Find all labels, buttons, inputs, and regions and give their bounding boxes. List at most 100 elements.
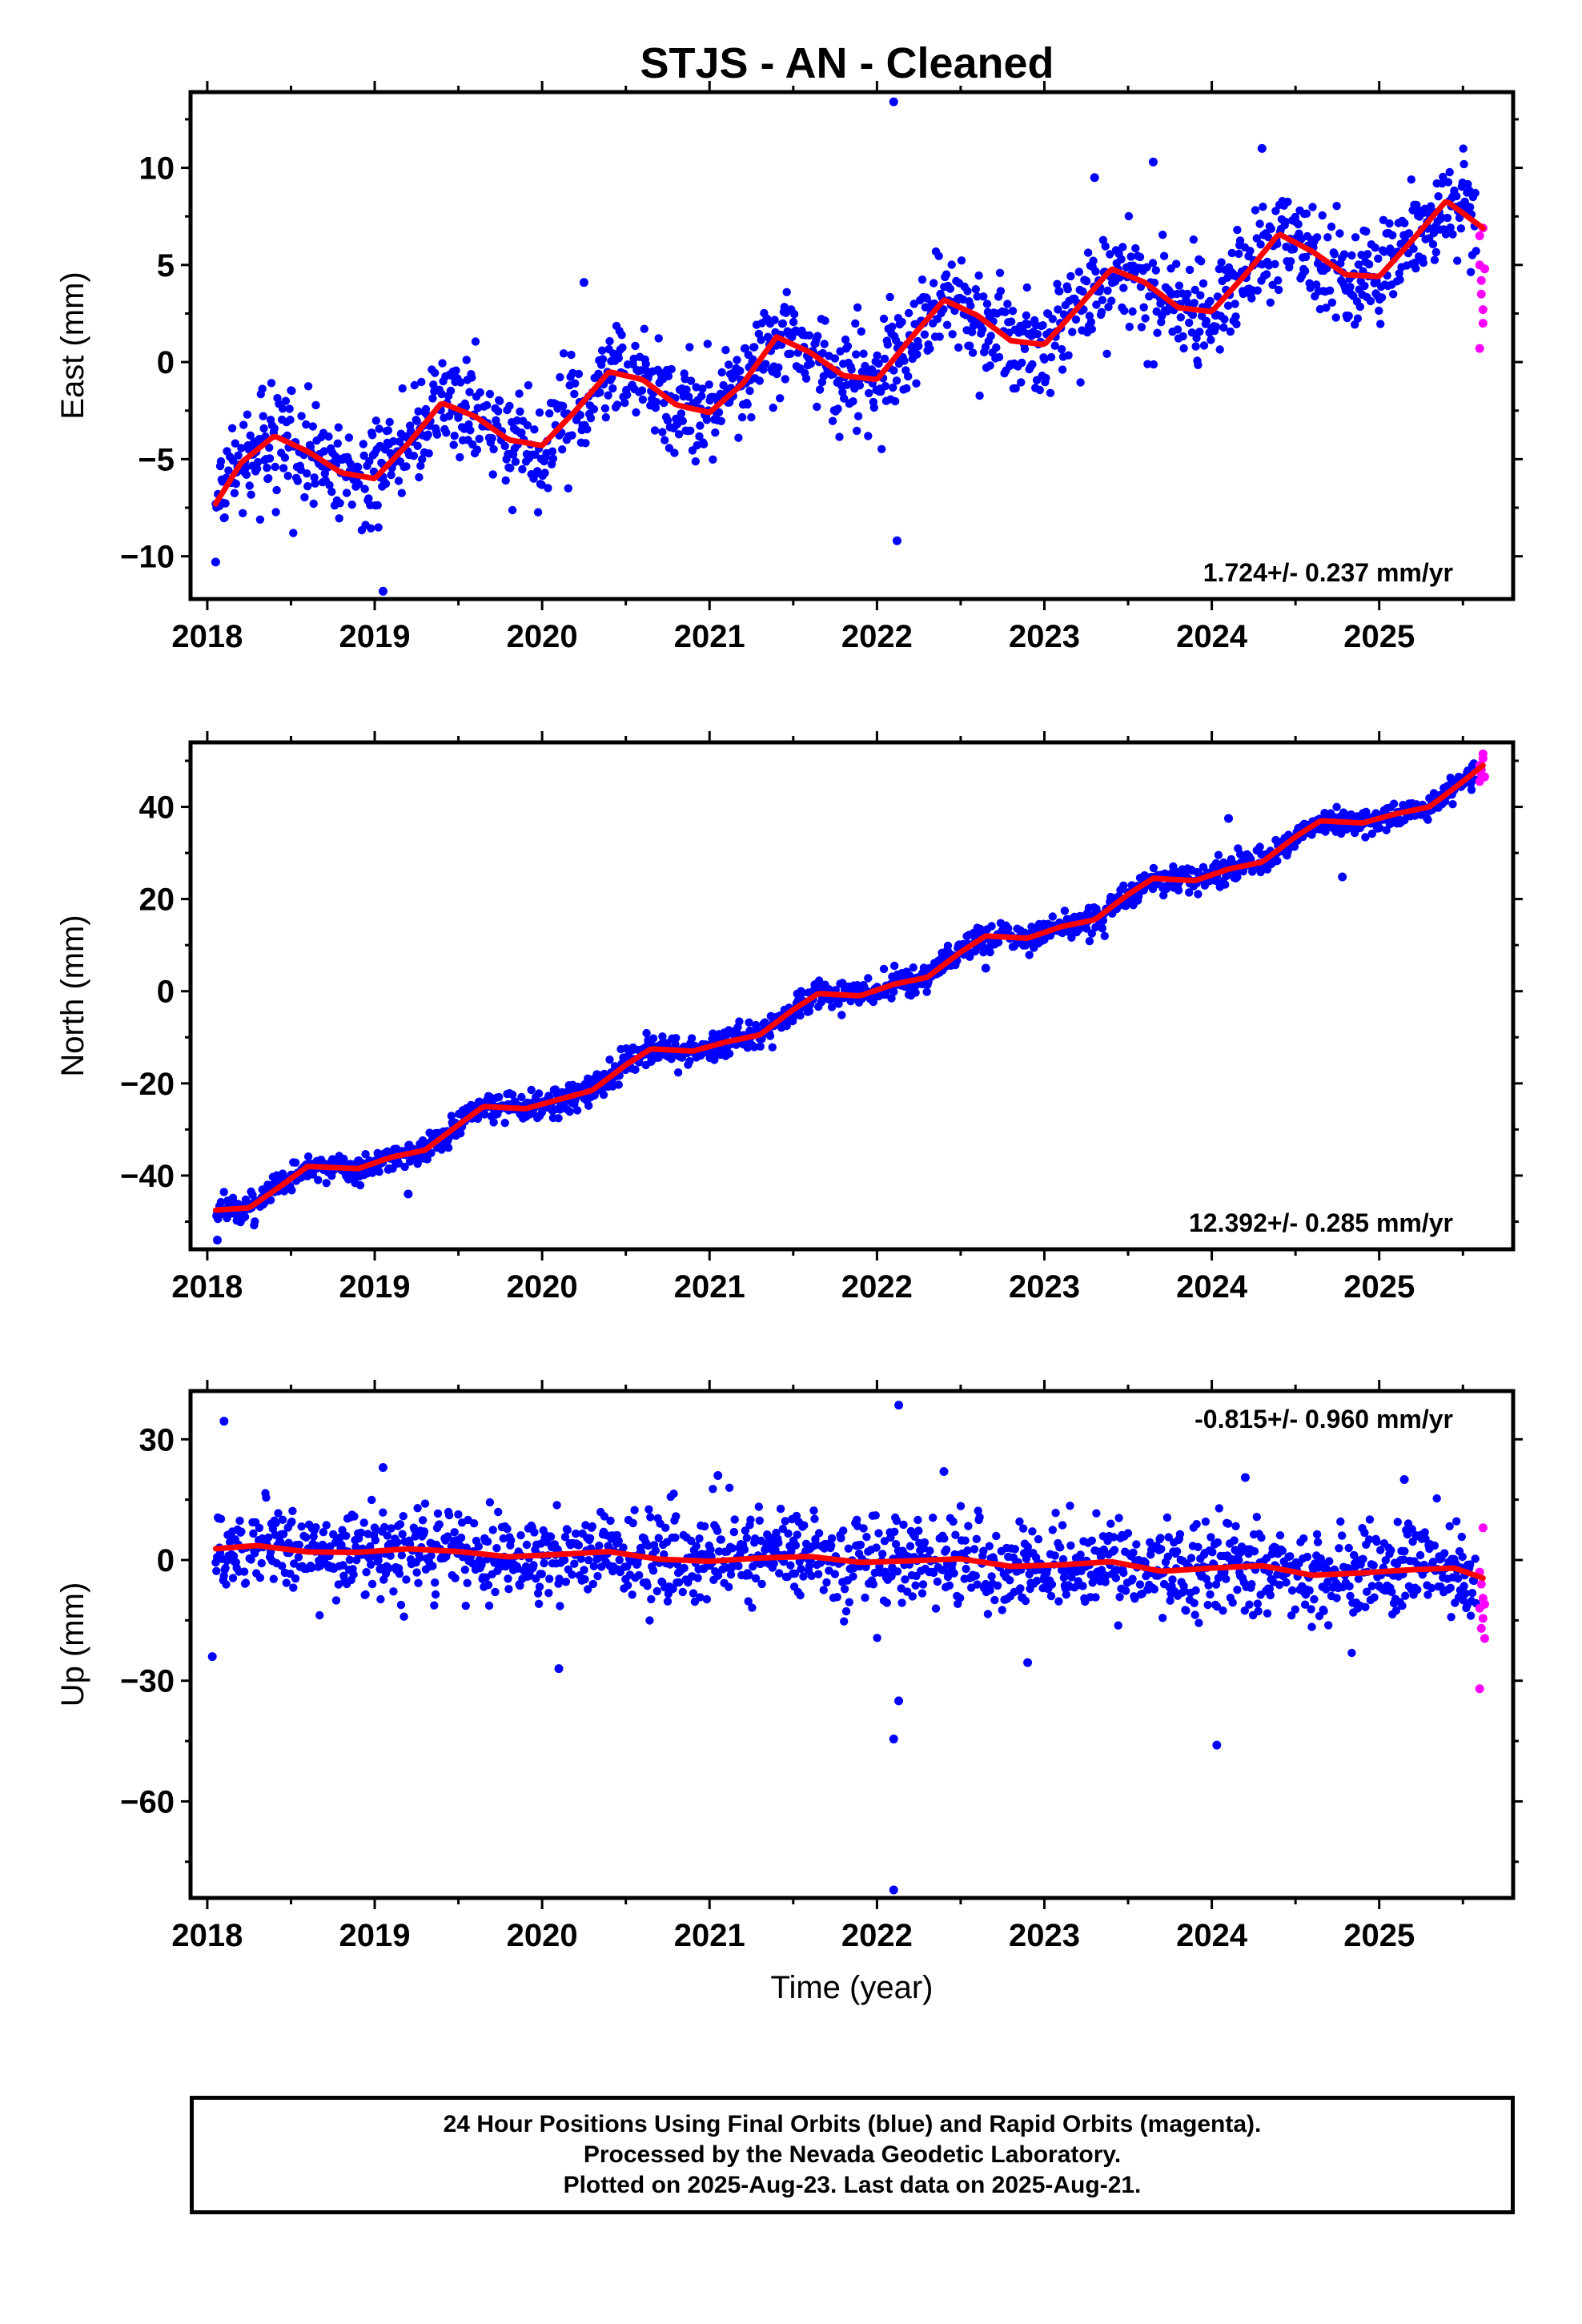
data-point (717, 368, 726, 377)
data-point (1157, 1545, 1166, 1554)
data-point (920, 330, 930, 339)
data-point (1233, 225, 1242, 235)
data-point (736, 366, 745, 376)
data-point (281, 396, 291, 405)
data-point (1040, 355, 1049, 364)
data-point (871, 1511, 880, 1520)
data-point (855, 381, 865, 390)
data-point (1456, 224, 1466, 233)
data-point (359, 440, 367, 448)
data-point (1319, 1606, 1328, 1615)
data-point (471, 337, 480, 346)
data-point (745, 1570, 753, 1580)
data-point (933, 1577, 942, 1586)
data-point (1023, 320, 1033, 329)
data-point (290, 1559, 299, 1568)
data-point (437, 1145, 446, 1154)
data-point (375, 424, 383, 433)
data-point (385, 417, 394, 427)
data-point (347, 501, 356, 509)
data-point (269, 1574, 278, 1583)
data-point (619, 1543, 628, 1552)
data-point (800, 1521, 809, 1530)
outlier-point (889, 97, 898, 107)
data-point (1303, 1552, 1312, 1562)
y-tick-label: −20 (120, 1067, 175, 1102)
data-point (786, 349, 795, 358)
data-point (291, 1158, 300, 1168)
data-point (623, 1581, 632, 1590)
data-point (695, 1534, 704, 1543)
data-point (480, 1110, 489, 1119)
data-point (533, 1589, 543, 1598)
data-point (1119, 1568, 1128, 1578)
data-point (506, 464, 515, 472)
data-point (1427, 1583, 1436, 1593)
data-point (843, 342, 853, 351)
data-point (302, 420, 311, 429)
data-point (1046, 1591, 1056, 1601)
data-point (1388, 231, 1397, 239)
data-point (630, 1506, 639, 1514)
data-point (398, 384, 407, 393)
data-point (389, 436, 398, 446)
data-point (887, 994, 896, 1003)
data-point (964, 1522, 973, 1530)
data-point (946, 284, 955, 293)
data-point (585, 1534, 595, 1543)
data-point (918, 1580, 928, 1589)
data-point (628, 1590, 636, 1599)
data-point (564, 484, 572, 493)
data-point (995, 268, 1005, 277)
data-point (468, 373, 476, 382)
data-point (580, 1574, 589, 1584)
rapid-point (1476, 1579, 1486, 1589)
data-point (1194, 890, 1203, 899)
data-point (861, 1593, 869, 1602)
data-point (367, 431, 377, 440)
data-point (1458, 1552, 1467, 1562)
data-point (994, 352, 1004, 362)
data-point (1346, 283, 1355, 292)
data-point (397, 489, 406, 497)
data-point (909, 963, 917, 972)
data-point (750, 1043, 759, 1051)
data-point (456, 452, 464, 462)
data-point (1191, 285, 1199, 295)
data-point (1112, 1566, 1122, 1574)
data-point (475, 1097, 484, 1106)
data-point (620, 398, 629, 408)
east-model-curve (212, 199, 1486, 507)
data-point (320, 469, 329, 478)
data-point (1190, 1598, 1199, 1608)
data-point (1089, 256, 1098, 265)
data-point (847, 365, 856, 374)
data-point (698, 384, 707, 393)
data-point (512, 416, 521, 425)
data-point (318, 1540, 327, 1550)
data-point (1206, 296, 1215, 306)
data-point (914, 1526, 923, 1535)
data-point (1067, 1573, 1076, 1582)
data-point (879, 314, 889, 324)
data-point (1166, 1596, 1174, 1605)
data-point (469, 1519, 479, 1528)
data-point (427, 1148, 436, 1158)
data-point (255, 515, 265, 524)
data-point (1047, 1580, 1057, 1589)
data-point (416, 461, 425, 470)
data-point (1148, 259, 1158, 267)
data-point (488, 470, 497, 479)
data-point (1404, 229, 1414, 238)
data-point (737, 412, 747, 422)
data-point (942, 270, 951, 279)
data-point (1371, 243, 1379, 252)
data-point (865, 388, 873, 398)
data-point (631, 1065, 640, 1075)
data-point (221, 1563, 230, 1573)
data-point (1335, 1544, 1343, 1553)
data-point (1385, 219, 1394, 228)
footer-line-3: Plotted on 2025-Aug-23. Last data on 202… (563, 2172, 1142, 2198)
data-point (285, 404, 294, 413)
data-point (628, 1518, 637, 1528)
